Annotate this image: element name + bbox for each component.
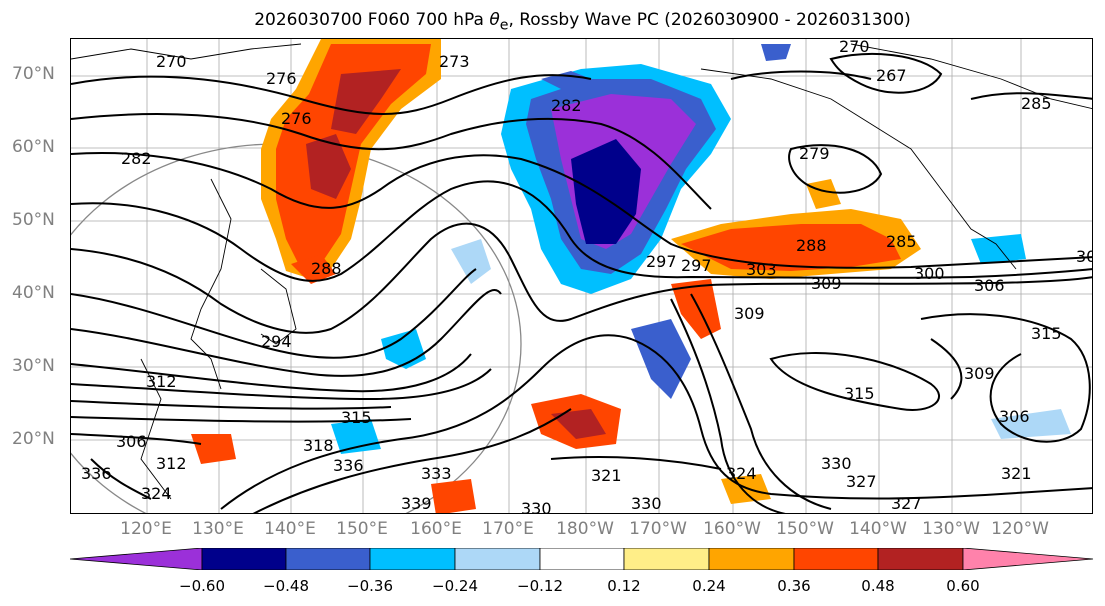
contour-label: 330 xyxy=(521,499,552,514)
lon-label-140w: 140°W xyxy=(849,519,907,539)
lon-label-180w: 180°W xyxy=(556,519,614,539)
contour-label: 309 xyxy=(811,274,842,293)
colorbar-tick: 0.48 xyxy=(861,577,895,595)
colorbar-tick: −0.36 xyxy=(347,577,393,595)
map-title: 2026030700 F060 700 hPa θe, Rossby Wave … xyxy=(254,10,911,34)
anomaly-shading xyxy=(191,39,1071,513)
contour-label: 312 xyxy=(146,372,177,391)
colorbar-tick: 0.36 xyxy=(777,577,811,595)
contour-label: 336 xyxy=(81,464,112,483)
contour-label: 285 xyxy=(886,232,917,251)
colorbar-tick: 0.24 xyxy=(692,577,726,595)
lon-label-170w: 170°W xyxy=(629,519,687,539)
map-svg: 270 273 276 279 282 285 288 294 297 300 … xyxy=(71,39,1093,514)
map-panel: 270 273 276 279 282 285 288 294 297 300 … xyxy=(70,38,1093,514)
contour-label: 327 xyxy=(891,494,922,513)
lon-label-130e: 130°E xyxy=(192,519,244,539)
lat-label-20n: 20°N xyxy=(12,429,55,449)
contour-label: 339 xyxy=(401,494,432,513)
contour-label: 303 xyxy=(746,260,777,279)
contour-label: 285 xyxy=(1021,94,1052,113)
contour-label: 321 xyxy=(1001,464,1032,483)
contour-label: 282 xyxy=(121,149,152,168)
contour-label: 324 xyxy=(726,464,757,483)
contour-label: 318 xyxy=(303,436,334,455)
contour-label: 330 xyxy=(631,494,662,513)
lat-label-30n: 30°N xyxy=(12,356,55,376)
lat-label-60n: 60°N xyxy=(12,137,55,157)
colorbar-tick: −0.60 xyxy=(179,577,225,595)
contour-label: 282 xyxy=(551,96,582,115)
contour-label: 321 xyxy=(591,466,622,485)
colorbar-tick: −0.24 xyxy=(432,577,478,595)
contour-label: 276 xyxy=(281,109,312,128)
colorbar-extend-low xyxy=(70,548,203,570)
contour-label: 303 xyxy=(1076,247,1093,266)
contour-label: 336 xyxy=(333,456,364,475)
lat-label-50n: 50°N xyxy=(12,210,55,230)
contour-label: 300 xyxy=(914,264,945,283)
lon-label-120e: 120°E xyxy=(120,519,172,539)
contour-label: 306 xyxy=(116,432,147,451)
contour-label: 270 xyxy=(156,52,187,71)
contour-label: 315 xyxy=(844,384,875,403)
lon-label-150w: 150°W xyxy=(776,519,834,539)
lon-label-160e: 160°E xyxy=(410,519,462,539)
contour-label: 273 xyxy=(439,52,470,71)
contour-label: 309 xyxy=(734,304,765,323)
contour-label: 315 xyxy=(1031,324,1062,343)
lon-label-160w: 160°W xyxy=(703,519,761,539)
lon-label-130w: 130°W xyxy=(922,519,980,539)
lat-label-70n: 70°N xyxy=(12,64,55,84)
lat-label-40n: 40°N xyxy=(12,283,55,303)
contour-label: 330 xyxy=(821,454,852,473)
contour-label: 297 xyxy=(646,252,677,271)
contour-label: 324 xyxy=(141,484,172,503)
contour-label: 315 xyxy=(341,408,372,427)
contour-label: 288 xyxy=(796,236,827,255)
contour-label: 279 xyxy=(799,144,830,163)
contour-label: 333 xyxy=(421,464,452,483)
colorbar-extend-high xyxy=(962,548,1094,570)
colorbar-tick: 0.12 xyxy=(607,577,641,595)
contour-label: 267 xyxy=(876,66,907,85)
contour-label: 270 xyxy=(839,39,870,56)
theta-e-contours xyxy=(71,53,1092,513)
contour-label: 297 xyxy=(681,256,712,275)
contour-label: 276 xyxy=(266,69,297,88)
colorbar xyxy=(70,548,1094,570)
lon-label-150e: 150°E xyxy=(336,519,388,539)
colorbar-tick: −0.12 xyxy=(517,577,563,595)
contour-label: 312 xyxy=(156,454,187,473)
lon-label-120w: 120°W xyxy=(991,519,1049,539)
colorbar-tick: 0.60 xyxy=(946,577,980,595)
coastlines xyxy=(71,43,1092,500)
lon-label-140e: 140°E xyxy=(264,519,316,539)
contour-label: 309 xyxy=(964,364,995,383)
contour-label: 294 xyxy=(261,332,292,351)
contour-label: 288 xyxy=(311,259,342,278)
contour-label: 306 xyxy=(974,276,1005,295)
contour-labels: 270 273 276 279 282 285 288 294 297 300 … xyxy=(81,39,1093,514)
contour-label: 327 xyxy=(846,472,877,491)
colorbar-tick: −0.48 xyxy=(263,577,309,595)
lon-label-170e: 170°E xyxy=(482,519,534,539)
contour-label: 306 xyxy=(999,407,1030,426)
